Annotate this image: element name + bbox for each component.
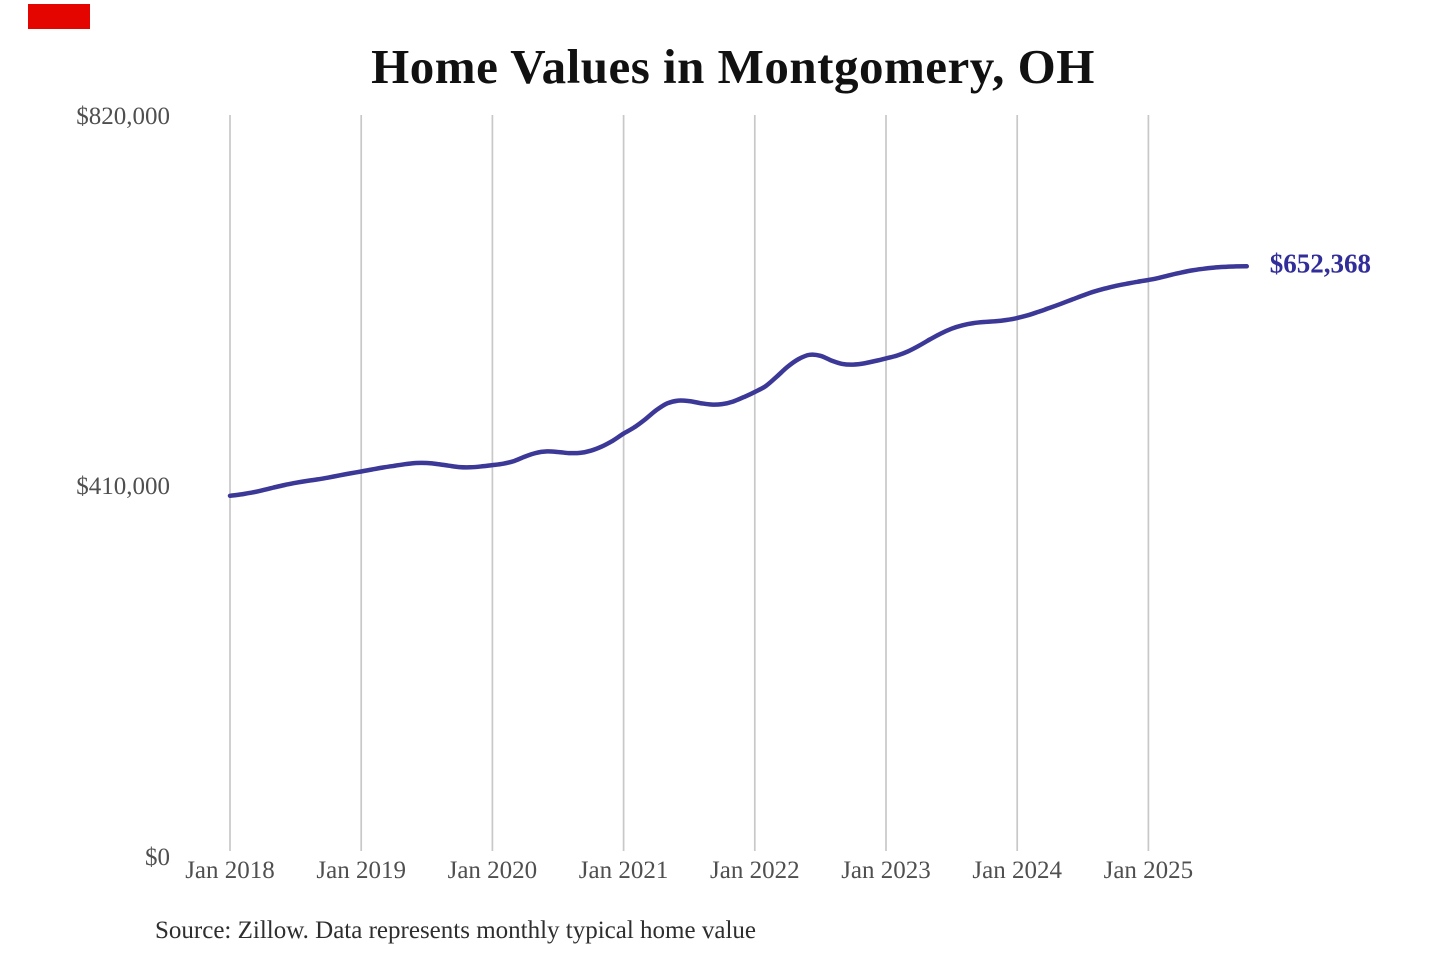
gridlines xyxy=(229,115,1150,851)
y-tick-labels: $820,000 $410,000 $0 xyxy=(76,103,170,871)
y-tick-label: $0 xyxy=(145,844,170,871)
y-tick-label: $820,000 xyxy=(76,103,170,130)
source-note: Source: Zillow. Data represents monthly … xyxy=(155,917,756,944)
x-tick-label: Jan 2023 xyxy=(841,857,931,884)
y-tick-label: $410,000 xyxy=(76,473,170,500)
x-tick-label: Jan 2018 xyxy=(185,857,275,884)
chart-title: Home Values in Montgomery, OH xyxy=(371,39,1095,94)
x-tick-label: Jan 2019 xyxy=(316,857,406,884)
x-tick-label: Jan 2024 xyxy=(972,857,1062,884)
red-marker xyxy=(28,4,90,29)
x-tick-label: Jan 2020 xyxy=(448,857,538,884)
latest-value-label: $652,368 xyxy=(1270,248,1371,278)
x-tick-label: Jan 2021 xyxy=(579,857,669,884)
x-tick-labels: Jan 2018 Jan 2019 Jan 2020 Jan 2021 Jan 2022… xyxy=(185,857,1193,884)
x-tick-label: Jan 2022 xyxy=(710,857,800,884)
x-tick-label: Jan 2025 xyxy=(1104,857,1194,884)
home-value-line xyxy=(227,264,1250,499)
